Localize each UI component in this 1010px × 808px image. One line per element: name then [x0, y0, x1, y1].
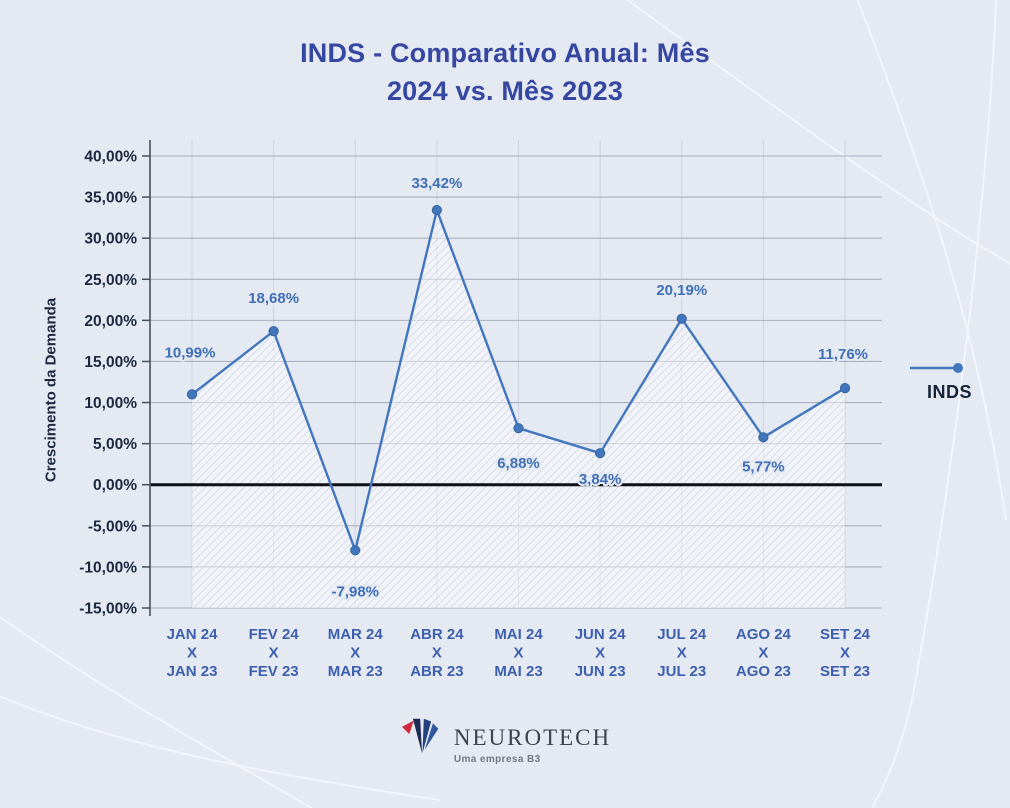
- y-tick-label: 0,00%: [93, 477, 137, 494]
- data-point-label: 3,84%: [579, 471, 622, 488]
- chart-title: INDS - Comparativo Anual: Mês 2024 vs. M…: [0, 34, 1010, 110]
- data-point-marker: [350, 545, 361, 556]
- data-point-label: 11,76%: [818, 346, 868, 363]
- x-category-label: JUN 24 X JUN 23: [575, 626, 627, 680]
- area-fill: [192, 210, 845, 609]
- data-point-label: 5,77%: [742, 458, 785, 475]
- data-point-marker: [839, 382, 851, 394]
- data-point-label: 10,99%: [165, 344, 216, 361]
- legend-line-icon: [910, 363, 963, 373]
- brand-text: NEUROTECH Uma empresa B3: [454, 716, 611, 765]
- y-tick-label: -5,00%: [88, 518, 137, 535]
- x-category-label: MAR 24 X MAR 23: [328, 626, 384, 680]
- y-tick-label: 5,00%: [93, 436, 137, 453]
- data-point-label: 6,88%: [497, 455, 540, 472]
- data-point-marker: [758, 432, 769, 443]
- chart-title-line2: 2024 vs. Mês 2023: [386, 76, 624, 106]
- y-tick-label: -15,00%: [79, 601, 137, 618]
- brand-name: NEUROTECH: [453, 725, 612, 750]
- x-category-label: JUL 24 X JUL 23: [657, 626, 707, 680]
- y-tick-label: -10,00%: [79, 559, 137, 576]
- y-tick-label: 10,00%: [84, 395, 137, 412]
- y-tick-label: 15,00%: [84, 354, 137, 371]
- brand-footer: NEUROTECH Uma empresa B3: [0, 716, 1010, 765]
- data-point-marker: [595, 448, 606, 459]
- legend-label: INDS: [927, 382, 973, 402]
- data-point-marker: [186, 389, 198, 400]
- neurotech-logo-icon: [401, 718, 439, 754]
- y-tick-label: 35,00%: [84, 190, 137, 207]
- x-category-label: AGO 24 X AGO 23: [736, 626, 792, 680]
- x-category-label: JAN 24 X JAN 23: [167, 626, 219, 680]
- x-category-label: SET 24 X SET 23: [820, 626, 871, 680]
- data-point-marker: [431, 204, 442, 216]
- data-point-marker: [676, 313, 687, 324]
- data-point-label: 33,42%: [411, 175, 462, 192]
- y-tick-label: 40,00%: [84, 149, 137, 166]
- data-point-label: 18,68%: [248, 290, 299, 307]
- x-category-label: MAI 24 X MAI 23: [494, 626, 543, 680]
- legend: INDS: [905, 360, 1005, 403]
- y-tick-label: 25,00%: [84, 272, 137, 289]
- brand-tagline: Uma empresa B3: [453, 754, 541, 765]
- y-tick-label: 30,00%: [84, 231, 137, 248]
- data-point-label: -7,98%: [331, 583, 379, 600]
- data-point-marker: [268, 326, 279, 337]
- data-point-marker: [513, 423, 524, 434]
- x-category-label: ABR 24 X ABR 23: [410, 626, 464, 680]
- x-category-label: FEV 24 X FEV 23: [249, 626, 300, 680]
- chart-title-line1: INDS - Comparativo Anual: Mês: [300, 38, 710, 68]
- data-point-label: 20,19%: [656, 282, 707, 299]
- y-tick-label: 20,00%: [84, 313, 137, 330]
